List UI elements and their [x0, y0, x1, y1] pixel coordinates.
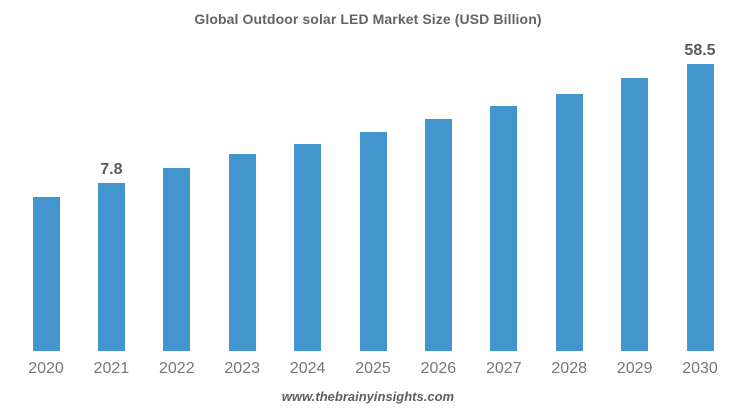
x-axis-label-2023: 2023	[224, 360, 260, 377]
bar-2026	[424, 119, 452, 351]
data-label-2021: 7.8	[100, 161, 123, 178]
x-axis-label-2025: 2025	[355, 360, 391, 377]
bar-2021	[97, 183, 125, 351]
bar-2029	[621, 78, 649, 351]
x-axis-label-2030: 2030	[682, 360, 718, 377]
x-axis-label-2020: 2020	[28, 360, 64, 377]
x-axis-label-2022: 2022	[159, 360, 195, 377]
bar-2020	[32, 197, 60, 351]
bar-2024	[294, 144, 322, 351]
data-label-2030: 58.5	[684, 42, 716, 59]
x-axis-label-2021: 2021	[93, 360, 130, 377]
x-axis-label-2024: 2024	[289, 360, 326, 377]
x-axis-label-2027: 2027	[486, 360, 522, 377]
bar-2027	[490, 106, 518, 351]
watermark-url: www.thebrainyinsights.com	[281, 389, 455, 404]
bar-2030	[686, 64, 714, 351]
bar-2025	[359, 132, 387, 351]
x-axis-label-2029: 2029	[616, 360, 653, 377]
bar-2028	[555, 94, 583, 351]
bar-2023	[228, 154, 256, 351]
bar-2022	[163, 168, 191, 351]
x-axis-label-2026: 2026	[420, 360, 457, 377]
chart-title: Global Outdoor solar LED Market Size (US…	[194, 11, 542, 27]
x-axis-label-2028: 2028	[551, 360, 587, 377]
